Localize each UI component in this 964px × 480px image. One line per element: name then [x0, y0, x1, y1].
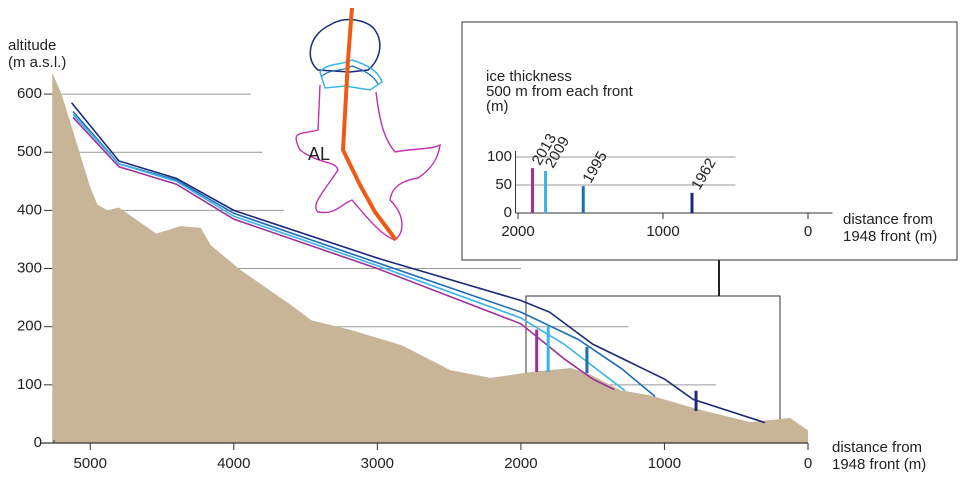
y-tick-label: 50 — [495, 176, 512, 193]
inset-title: 500 m from each front — [486, 83, 634, 100]
x-tick-label: 4000 — [217, 455, 250, 472]
x-axis-label: distance from — [843, 211, 933, 228]
bar — [690, 192, 694, 213]
y-tick-label: 400 — [17, 201, 42, 218]
y-axis-label: altitude — [8, 37, 56, 54]
surface-line — [72, 113, 626, 392]
inset-title: (m) — [486, 98, 509, 115]
bar-label: 1995 — [579, 149, 610, 186]
bar — [531, 168, 534, 213]
x-tick-label: 2000 — [501, 223, 534, 240]
x-axis-label: distance from — [832, 439, 922, 456]
y-tick-label: 300 — [17, 260, 42, 277]
x-tick-label: 5000 — [74, 455, 107, 472]
y-tick-label: 600 — [17, 85, 42, 102]
terrain-area — [52, 72, 809, 443]
y-tick-label: 500 — [17, 143, 42, 160]
y-tick-label: 100 — [17, 376, 42, 393]
x-tick-label: 2000 — [504, 455, 537, 472]
surface-line — [72, 116, 615, 391]
map-label: AL — [308, 144, 330, 164]
bar-label: 1962 — [688, 155, 719, 192]
bar — [581, 186, 585, 213]
y-tick-label: 0 — [504, 204, 512, 221]
y-tick-label: 200 — [17, 318, 42, 335]
inset-title: ice thickness — [486, 68, 572, 85]
x-tick-label: 0 — [804, 455, 812, 472]
bar — [544, 171, 548, 213]
x-tick-label: 3000 — [361, 455, 394, 472]
x-axis-label: 1948 front (m) — [832, 456, 926, 473]
y-tick-label: 100 — [487, 148, 512, 165]
x-tick-label: 1000 — [648, 455, 681, 472]
x-tick-label: 0 — [804, 223, 812, 240]
y-tick-label: 0 — [34, 434, 42, 451]
y-axis-label: (m a.s.l.) — [8, 54, 66, 71]
inset-frame — [461, 21, 958, 261]
glacier-map — [295, 7, 441, 242]
x-tick-label: 1000 — [646, 223, 679, 240]
surface-line — [70, 102, 766, 424]
x-axis-label: 1948 front (m) — [843, 228, 937, 245]
